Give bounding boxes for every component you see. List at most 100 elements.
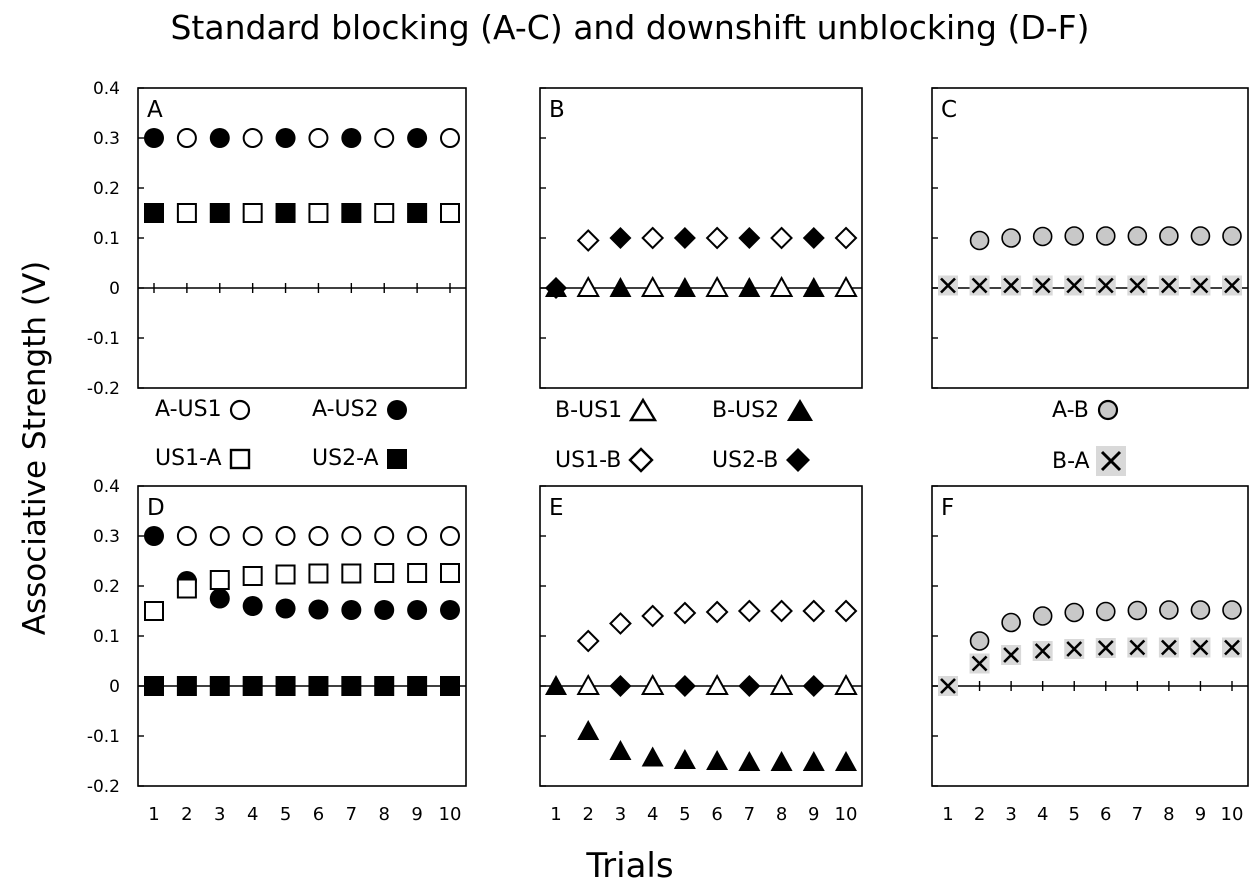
- legend-label: B-US2: [712, 397, 780, 423]
- point-a-us2: [144, 526, 164, 546]
- point-us1-a: [275, 564, 296, 585]
- legend-label: A-US2: [312, 397, 379, 422]
- point-b-us1: [576, 275, 600, 297]
- point-a-us2: [242, 596, 263, 616]
- point-us2-b: [738, 675, 761, 697]
- point-us2-a: [176, 676, 197, 696]
- legend-label: A-US1: [155, 397, 222, 422]
- point-b-a: [1224, 639, 1240, 656]
- point-a-b: [1095, 601, 1116, 622]
- x-tick-label: 10: [1221, 804, 1244, 825]
- x-tick-label: 7: [744, 804, 755, 825]
- point-a-us1: [308, 128, 329, 148]
- point-a-us2: [440, 600, 460, 620]
- point-us2-b: [802, 227, 825, 249]
- x-tick-label: 2: [181, 804, 192, 825]
- x-tick-label: 6: [1100, 804, 1111, 825]
- circle-filled-icon: [386, 399, 407, 420]
- point-a-b: [1159, 600, 1179, 620]
- point-a-us2: [144, 128, 164, 148]
- y-tick-label: 0.2: [93, 577, 120, 597]
- point-a-us2: [374, 600, 395, 620]
- point-a-us1: [440, 526, 460, 546]
- point-b-a: [1192, 639, 1209, 656]
- point-a-b: [1001, 612, 1021, 633]
- legend-item-a-us1: A-US1: [155, 397, 252, 422]
- panel-label-a: A: [147, 97, 163, 123]
- point-a-us2: [308, 599, 329, 620]
- point-a-b: [969, 230, 990, 251]
- point-a-us2: [275, 598, 296, 619]
- square-open-icon: [229, 448, 250, 469]
- point-b-us2: [577, 720, 600, 740]
- point-us2-a: [341, 676, 362, 696]
- x-tick-label: 4: [247, 804, 258, 825]
- point-a-us2: [209, 588, 230, 609]
- point-us1-a: [209, 570, 230, 590]
- point-us2-a: [341, 203, 362, 223]
- point-us2-b: [673, 227, 696, 249]
- point-b-a: [940, 277, 956, 294]
- x-tick-label: 8: [776, 804, 787, 825]
- circle-gray-icon: [1097, 399, 1118, 421]
- x-tick-label: 7: [1132, 804, 1143, 825]
- y-tick-label: 0: [109, 279, 120, 299]
- point-a-b: [1222, 226, 1242, 246]
- point-a-us1: [242, 128, 263, 148]
- point-b-a: [1066, 277, 1083, 294]
- point-us1-b: [770, 599, 793, 623]
- point-us2-a: [407, 676, 428, 696]
- legend-item-a-b: A-B: [1052, 397, 1121, 423]
- point-b-us1: [834, 673, 858, 695]
- point-us2-a: [407, 203, 428, 223]
- point-us1-b: [576, 629, 600, 653]
- triangle-open-icon: [628, 397, 658, 422]
- x-tick-label: 8: [1163, 804, 1174, 825]
- x-tick-label: 7: [346, 804, 357, 825]
- point-us1-a: [242, 566, 263, 586]
- legend-item-us1-b: US1-B: [555, 446, 655, 474]
- x-tick-label: 10: [439, 804, 462, 825]
- y-tick-label: -0.1: [87, 329, 120, 349]
- y-tick-label: -0.2: [87, 379, 120, 399]
- x-gray-icon: [1095, 446, 1126, 476]
- y-tick-label: 0.1: [93, 229, 120, 249]
- legend-label: US2-B: [712, 447, 779, 473]
- point-a-b: [1032, 226, 1053, 247]
- point-a-us1: [341, 526, 362, 546]
- point-b-us1: [640, 673, 665, 695]
- point-b-a: [1066, 641, 1083, 657]
- point-us1-b: [705, 226, 729, 250]
- point-us1-a: [308, 563, 329, 584]
- point-a-b: [1064, 602, 1085, 623]
- point-us1-a: [176, 203, 197, 223]
- point-a-us1: [275, 526, 296, 546]
- point-a-us1: [209, 526, 230, 546]
- point-b-a: [1224, 277, 1240, 294]
- point-us2-a: [440, 676, 460, 696]
- point-b-a: [1034, 277, 1051, 294]
- point-a-b: [1064, 226, 1085, 246]
- legend-item-b-a: B-A: [1052, 446, 1126, 476]
- point-b-us2: [673, 749, 696, 769]
- point-b-us2: [673, 277, 696, 297]
- point-us1-a: [308, 203, 329, 223]
- point-b-us1: [769, 673, 794, 695]
- point-b-a: [971, 655, 988, 672]
- point-b-us1: [640, 275, 665, 297]
- point-a-b: [1001, 228, 1021, 248]
- square-filled-icon: [386, 448, 407, 469]
- point-us1-b: [834, 226, 858, 250]
- y-tick-label: 0.4: [93, 477, 120, 497]
- x-tick-label: 4: [647, 804, 658, 825]
- point-a-b: [1222, 600, 1242, 620]
- legend-item-us2-a: US2-A: [312, 446, 409, 471]
- x-tick-label: 6: [313, 804, 324, 825]
- legend-item-b-us1: B-US1: [555, 397, 658, 423]
- x-tick-label: 2: [582, 804, 593, 825]
- x-tick-label: 5: [280, 804, 291, 825]
- point-b-a: [1129, 639, 1146, 656]
- point-a-b: [969, 631, 990, 651]
- legend-label: B-A: [1052, 448, 1090, 474]
